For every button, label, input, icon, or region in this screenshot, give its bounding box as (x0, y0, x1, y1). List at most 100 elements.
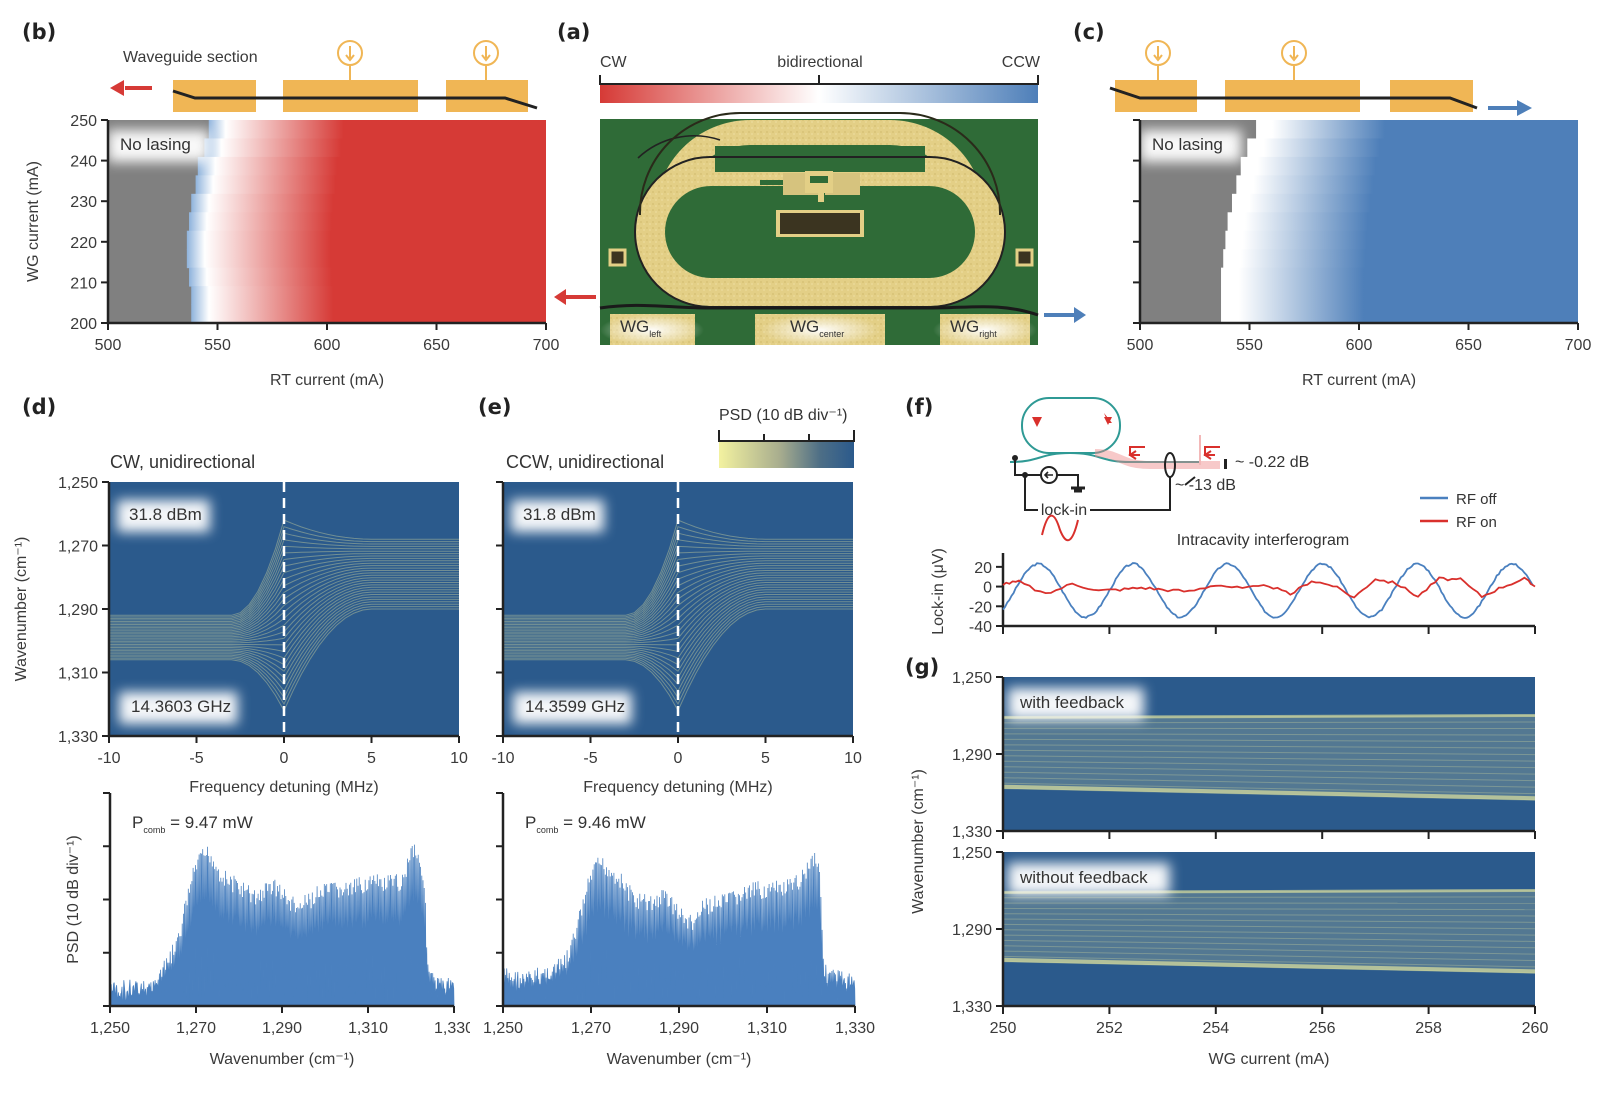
x-tick-label: 1,290 (262, 1020, 302, 1037)
comb-line (1003, 738, 1535, 743)
heatmap-row (189, 212, 546, 232)
comb-line (109, 594, 459, 672)
comb-line (109, 598, 459, 686)
heatmap-row (191, 193, 546, 213)
no-lasing-label: No lasing (1152, 135, 1223, 154)
heatmap-row (195, 175, 546, 195)
waveguide-section-label: Waveguide section (123, 49, 258, 66)
y-tick-label: -20 (969, 599, 992, 616)
heatmap-row (1240, 156, 1578, 176)
comb-line (1003, 939, 1535, 949)
label-glow (108, 130, 210, 162)
x-axis-label: Frequency detuning (MHz) (583, 779, 772, 796)
comb-band (1003, 714, 1535, 801)
panel-label-a: (a) (557, 20, 591, 44)
x-tick-label: 0 (674, 750, 683, 767)
comb-band (1003, 889, 1535, 974)
x-tick-label: 5 (367, 750, 376, 767)
comb-line (1003, 913, 1535, 917)
y-tick-label: 1,330 (952, 824, 992, 841)
heatmap-row (191, 286, 546, 306)
comb-line (503, 594, 853, 672)
comb-line (1003, 749, 1535, 756)
y-tick-label: 1,250 (58, 475, 98, 492)
rf-off-trace (1002, 562, 1534, 619)
x-axis-label: RT current (mA) (270, 372, 384, 389)
panel-d-spectrogram: CW, unidirectional 31.8 dBm 14.3603 GHz -1… (13, 452, 468, 796)
comb-line (1003, 945, 1535, 955)
y-tick-label: 240 (70, 154, 97, 171)
label-glow (1140, 130, 1242, 162)
y-tick-label: 230 (70, 194, 97, 211)
panel-label-f: (f) (905, 395, 934, 419)
comb-line (109, 557, 459, 629)
x-tick-label: 600 (314, 337, 341, 354)
x-tick-label: 1,330 (835, 1020, 875, 1037)
x-tick-label: 700 (533, 337, 560, 354)
y-axis-label: Wavenumber (cm⁻¹) (13, 537, 30, 682)
comb-line (503, 526, 853, 618)
comb-power-label: Pcomb = 9.47 mW (132, 813, 253, 835)
power-label: 31.8 dBm (523, 505, 596, 524)
heatmap-row (1221, 267, 1578, 287)
comb-line (1003, 955, 1535, 968)
y-tick-label: 1,330 (952, 999, 992, 1016)
wg-right-label: WGright (950, 317, 997, 339)
colorbar-label-ccw: CCW (1002, 54, 1041, 71)
y-tick-label: -40 (969, 619, 992, 636)
panel-e-comb-spectrum: 1,250 1,270 1,290 1,310 1,330 Pcomb = 9.46 mW… (483, 792, 875, 1068)
x-tick-label: 256 (1309, 1020, 1336, 1037)
y-tick-label: 250 (70, 113, 97, 130)
colorbar-frame (599, 75, 1039, 85)
panel-label-g: (g) (905, 655, 940, 679)
label-glow (117, 500, 210, 532)
label-glow (119, 692, 238, 724)
x-axis-label: Frequency detuning (MHz) (189, 779, 378, 796)
panel-e-title: CCW, unidirectional (506, 452, 664, 472)
comb-line (1003, 766, 1535, 775)
y-axis-label: WG current (mA) (25, 161, 42, 282)
heatmap-row (204, 138, 547, 158)
psd-colorbar-ticks (718, 430, 855, 442)
x-tick-label: 10 (450, 750, 468, 767)
x-axis-label: WG current (mA) (1209, 1051, 1330, 1068)
x-tick-label: -5 (583, 750, 597, 767)
panel-e-spectrogram: PSD (10 dB div⁻¹) CCW, unidirectional 31… (491, 407, 862, 796)
comb-band-fill (1003, 890, 1535, 974)
y-tick-label: 220 (70, 235, 97, 252)
comb-lines (109, 519, 459, 712)
x-tick-label: 5 (761, 750, 770, 767)
label-glow (511, 500, 604, 532)
y-tick-label: 1,330 (58, 729, 98, 746)
current-source-icon (1281, 40, 1307, 66)
y-tick-label: 1,290 (952, 922, 992, 939)
ground-icon (1071, 486, 1085, 493)
panel-label-d: (d) (22, 395, 57, 419)
wg-left-label: WGleft (620, 317, 662, 339)
current-source-icon (473, 40, 499, 66)
heatmap-row (186, 249, 546, 269)
panel-c-heatmap: No lasing 500 550 600 650 700 RT current (mA) (1109, 40, 1591, 389)
comb-line (1003, 934, 1535, 942)
lockin-setup-schematic (1009, 397, 1227, 542)
legend-label-rf-on: RF on (1456, 514, 1497, 531)
comb-line (109, 582, 459, 644)
comb-line (1003, 744, 1535, 749)
x-tick-label: 650 (423, 337, 450, 354)
heatmap-row (191, 304, 546, 324)
x-tick-label: 260 (1522, 1020, 1549, 1037)
comb-line (1003, 782, 1535, 795)
psd-colorbar (719, 442, 854, 468)
right-arrow-icon (1517, 100, 1532, 116)
band-edge-bottom (1003, 784, 1535, 801)
x-tick-label: 258 (1415, 1020, 1442, 1037)
x-tick-label: 1,270 (176, 1020, 216, 1037)
x-tick-label: 252 (1096, 1020, 1123, 1037)
heatmap-row (1221, 304, 1578, 324)
ccw-output-arrow-icon (1044, 307, 1086, 323)
x-tick-label: 550 (1236, 337, 1263, 354)
comb-line (1003, 755, 1535, 762)
output-loss-label: ~ -0.22 dB (1235, 454, 1309, 471)
y-axis-label: PSD (10 dB div⁻¹) (65, 835, 82, 963)
y-tick-label: 1,290 (952, 747, 992, 764)
